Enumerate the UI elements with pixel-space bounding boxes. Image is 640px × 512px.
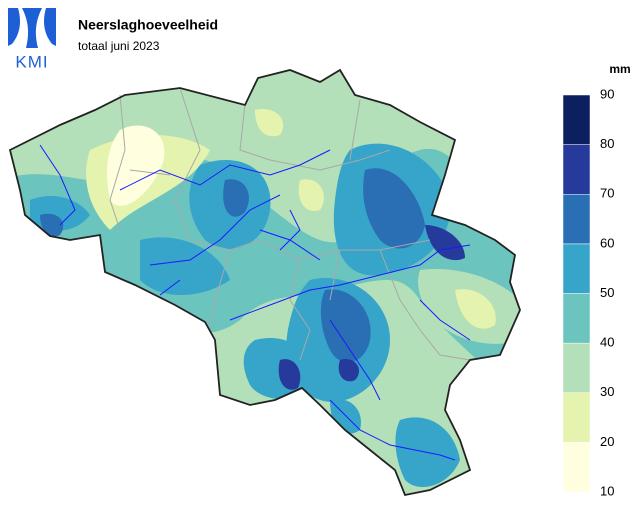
- legend-tick-label: 10: [600, 483, 614, 498]
- precipitation-zone: [363, 168, 425, 249]
- rivers: [39, 144, 471, 461]
- legend-tick-label: 60: [600, 235, 614, 250]
- precipitation-zone: [107, 125, 165, 206]
- legend-swatch: [562, 144, 591, 195]
- legend-swatch: [562, 194, 591, 245]
- legend-tick-label: 20: [600, 434, 614, 449]
- precipitation-zone: [298, 179, 324, 211]
- precipitation-zone: [278, 359, 301, 390]
- legend-swatch: [562, 243, 591, 294]
- legend-swatch: [562, 442, 591, 493]
- country-outline: [8, 68, 521, 497]
- legend-swatch: [562, 392, 591, 443]
- legend-tick-label: 50: [600, 285, 614, 300]
- precipitation-zone: [40, 213, 64, 237]
- legend-unit: mm: [609, 62, 630, 76]
- map-title: Neerslaghoeveelheid: [78, 17, 218, 33]
- legend-tick-label: 70: [600, 186, 614, 201]
- borders: [109, 87, 471, 361]
- precipitation-zone: [140, 237, 230, 295]
- legend-swatch: [562, 293, 591, 344]
- legend-swatch: [562, 94, 591, 145]
- precipitation-zone: [425, 225, 465, 261]
- legend-swatch: [562, 342, 591, 393]
- legend-tick-label: 80: [600, 136, 614, 151]
- legend-tick-label: 90: [600, 86, 614, 101]
- logo-text: KMI: [15, 52, 48, 71]
- precipitation-zone: [320, 289, 371, 363]
- legend-tick-label: 30: [600, 384, 614, 399]
- precipitation-zone: [338, 359, 360, 382]
- precipitation-zone: [455, 289, 496, 329]
- precipitation-zone: [223, 179, 249, 217]
- color-legend: 10 20 30 40 50 60 70 80 90: [562, 86, 614, 498]
- map-subtitle: totaal juni 2023: [78, 39, 160, 53]
- legend-tick-label: 40: [600, 335, 614, 350]
- precipitation-zone: [255, 109, 284, 137]
- logo: KMI: [8, 8, 56, 71]
